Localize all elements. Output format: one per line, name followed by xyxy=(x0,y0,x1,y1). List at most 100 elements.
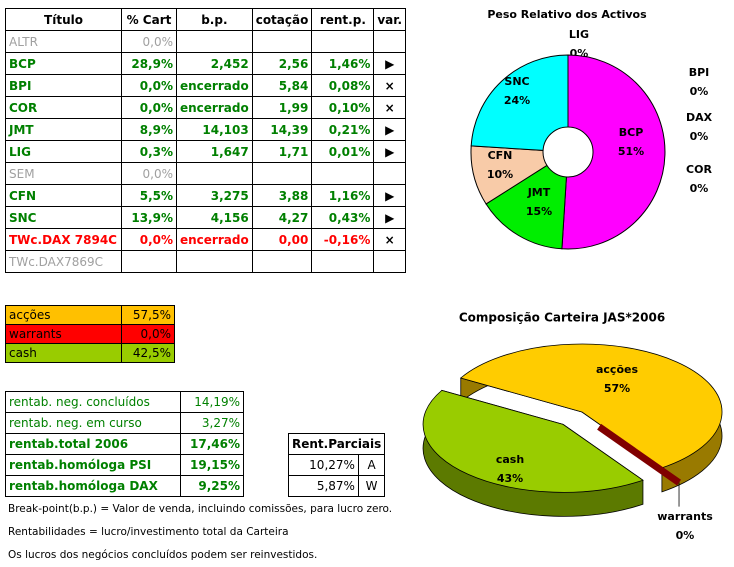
cell: 0,0% xyxy=(121,30,177,53)
cell: 0,0% xyxy=(121,96,177,119)
holding-row: CFN 5,5% 3,275 3,88 1,16% ▶ xyxy=(5,184,407,207)
allocation-row: cash 42,5% xyxy=(5,343,175,363)
cell: 14,39 xyxy=(251,118,313,141)
slice-value: 15% xyxy=(526,205,552,218)
returns-value: 19,15% xyxy=(180,454,244,476)
slice-value: 43% xyxy=(497,472,523,485)
partials-row: 5,87% W xyxy=(288,475,386,497)
partials-table: Rent.Parciais 10,27% A 5,87% W xyxy=(287,433,386,497)
donut-slice xyxy=(485,164,567,250)
cell: TWc.DAX 7894C xyxy=(5,228,122,251)
cell: × xyxy=(373,228,407,251)
cell: LIG xyxy=(5,140,122,163)
chart-title: Peso Relativo dos Activos xyxy=(487,8,647,21)
partials-header-row: Rent.Parciais xyxy=(287,433,386,455)
cell: × xyxy=(373,74,407,97)
slice-value: 51% xyxy=(618,145,644,158)
cell: ALTR xyxy=(5,30,122,53)
allocation-label: cash xyxy=(5,343,122,363)
cell: 8,9% xyxy=(121,118,177,141)
slice-name: CFN xyxy=(488,149,513,162)
cell xyxy=(176,162,253,185)
returns-row: rentab.total 2006 17,46% xyxy=(5,433,244,455)
partials-row: 10,27% A xyxy=(288,454,386,476)
cell: encerrado xyxy=(176,74,253,97)
cell xyxy=(311,250,375,273)
returns-row: rentab. neg. concluídos 14,19% xyxy=(5,391,244,413)
header-cell: rent.p. xyxy=(311,8,375,31)
cell: ▶ xyxy=(373,118,407,141)
slice-value: 24% xyxy=(504,94,530,107)
allocation-value: 42,5% xyxy=(121,343,175,363)
holding-row: JMT 8,9% 14,103 14,39 0,21% ▶ xyxy=(5,118,407,141)
allocation-table: acções 57,5% warrants 0,0% cash 42,5% xyxy=(5,305,175,363)
slice-name: SNC xyxy=(504,75,529,88)
cell: × xyxy=(373,96,407,119)
slice-name: BPI xyxy=(689,66,710,79)
header-cell: b.p. xyxy=(176,8,253,31)
holding-row: SNC 13,9% 4,156 4,27 0,43% ▶ xyxy=(5,206,407,229)
pie-slice xyxy=(459,343,723,469)
cell: 13,9% xyxy=(121,206,177,229)
cell: encerrado xyxy=(176,96,253,119)
cell: SEM xyxy=(5,162,122,185)
cell xyxy=(311,162,375,185)
cell xyxy=(251,30,313,53)
cell: 1,71 xyxy=(251,140,313,163)
pie-slice xyxy=(597,423,682,486)
cell: 28,9% xyxy=(121,52,177,75)
partials-value: 10,27% xyxy=(288,454,359,476)
slice-value: 10% xyxy=(487,168,513,181)
returns-label: rentab.homóloga PSI xyxy=(5,454,181,476)
slice-name: acções xyxy=(596,363,638,376)
cell: ▶ xyxy=(373,206,407,229)
cell: ▶ xyxy=(373,184,407,207)
holdings-table: Título% Cart b.p. cotação rent.p. var. ALTR 0,… xyxy=(5,8,407,273)
slice-name: JMT xyxy=(527,186,551,199)
header-cell: var. xyxy=(373,8,407,31)
slice-name: BCP xyxy=(619,126,644,139)
holding-row: COR 0,0% encerrado 1,99 0,10% × xyxy=(5,96,407,119)
cell xyxy=(251,162,313,185)
returns-value: 3,27% xyxy=(180,412,244,434)
cell: 4,27 xyxy=(251,206,313,229)
slice-name: COR xyxy=(686,163,712,176)
chart-title: Composição Carteira JAS*2006 xyxy=(459,311,665,325)
cell: 2,452 xyxy=(176,52,253,75)
note: Rentabilidades = lucro/investimento tota… xyxy=(8,526,289,538)
cell xyxy=(311,30,375,53)
cell: 2,56 xyxy=(251,52,313,75)
pie-slice xyxy=(422,389,644,493)
cell: ▶ xyxy=(373,140,407,163)
cell: 14,103 xyxy=(176,118,253,141)
slice-value: 0% xyxy=(690,85,709,98)
slice-name: warrants xyxy=(657,510,713,523)
slice-value: 0% xyxy=(690,130,709,143)
allocation-value: 0,0% xyxy=(121,324,175,344)
cell: JMT xyxy=(5,118,122,141)
donut-slice xyxy=(470,54,569,151)
cell: 0,43% xyxy=(311,206,375,229)
holding-row: ALTR 0,0% xyxy=(5,30,407,53)
cell: 1,647 xyxy=(176,140,253,163)
returns-label: rentab.total 2006 xyxy=(5,433,181,455)
cell: COR xyxy=(5,96,122,119)
header-cell: % Cart xyxy=(121,8,177,31)
returns-value: 14,19% xyxy=(180,391,244,413)
holding-row: BCP 28,9% 2,452 2,56 1,46% ▶ xyxy=(5,52,407,75)
cell: 3,275 xyxy=(176,184,253,207)
returns-label: rentab.homóloga DAX xyxy=(5,475,181,497)
slice-name: DAX xyxy=(686,111,713,124)
holding-row: TWc.DAX 7894C 0,0% encerrado 0,00 -0,16% × xyxy=(5,228,407,251)
cell xyxy=(176,250,253,273)
slice-value: 0% xyxy=(676,529,695,542)
cell: 0,00 xyxy=(251,228,313,251)
cell: 0,0% xyxy=(121,74,177,97)
cell: 3,88 xyxy=(251,184,313,207)
returns-row: rentab.homóloga DAX 9,25% xyxy=(5,475,244,497)
returns-row: rentab.homóloga PSI 19,15% xyxy=(5,454,244,476)
cell: 5,5% xyxy=(121,184,177,207)
cell: 5,84 xyxy=(251,74,313,97)
